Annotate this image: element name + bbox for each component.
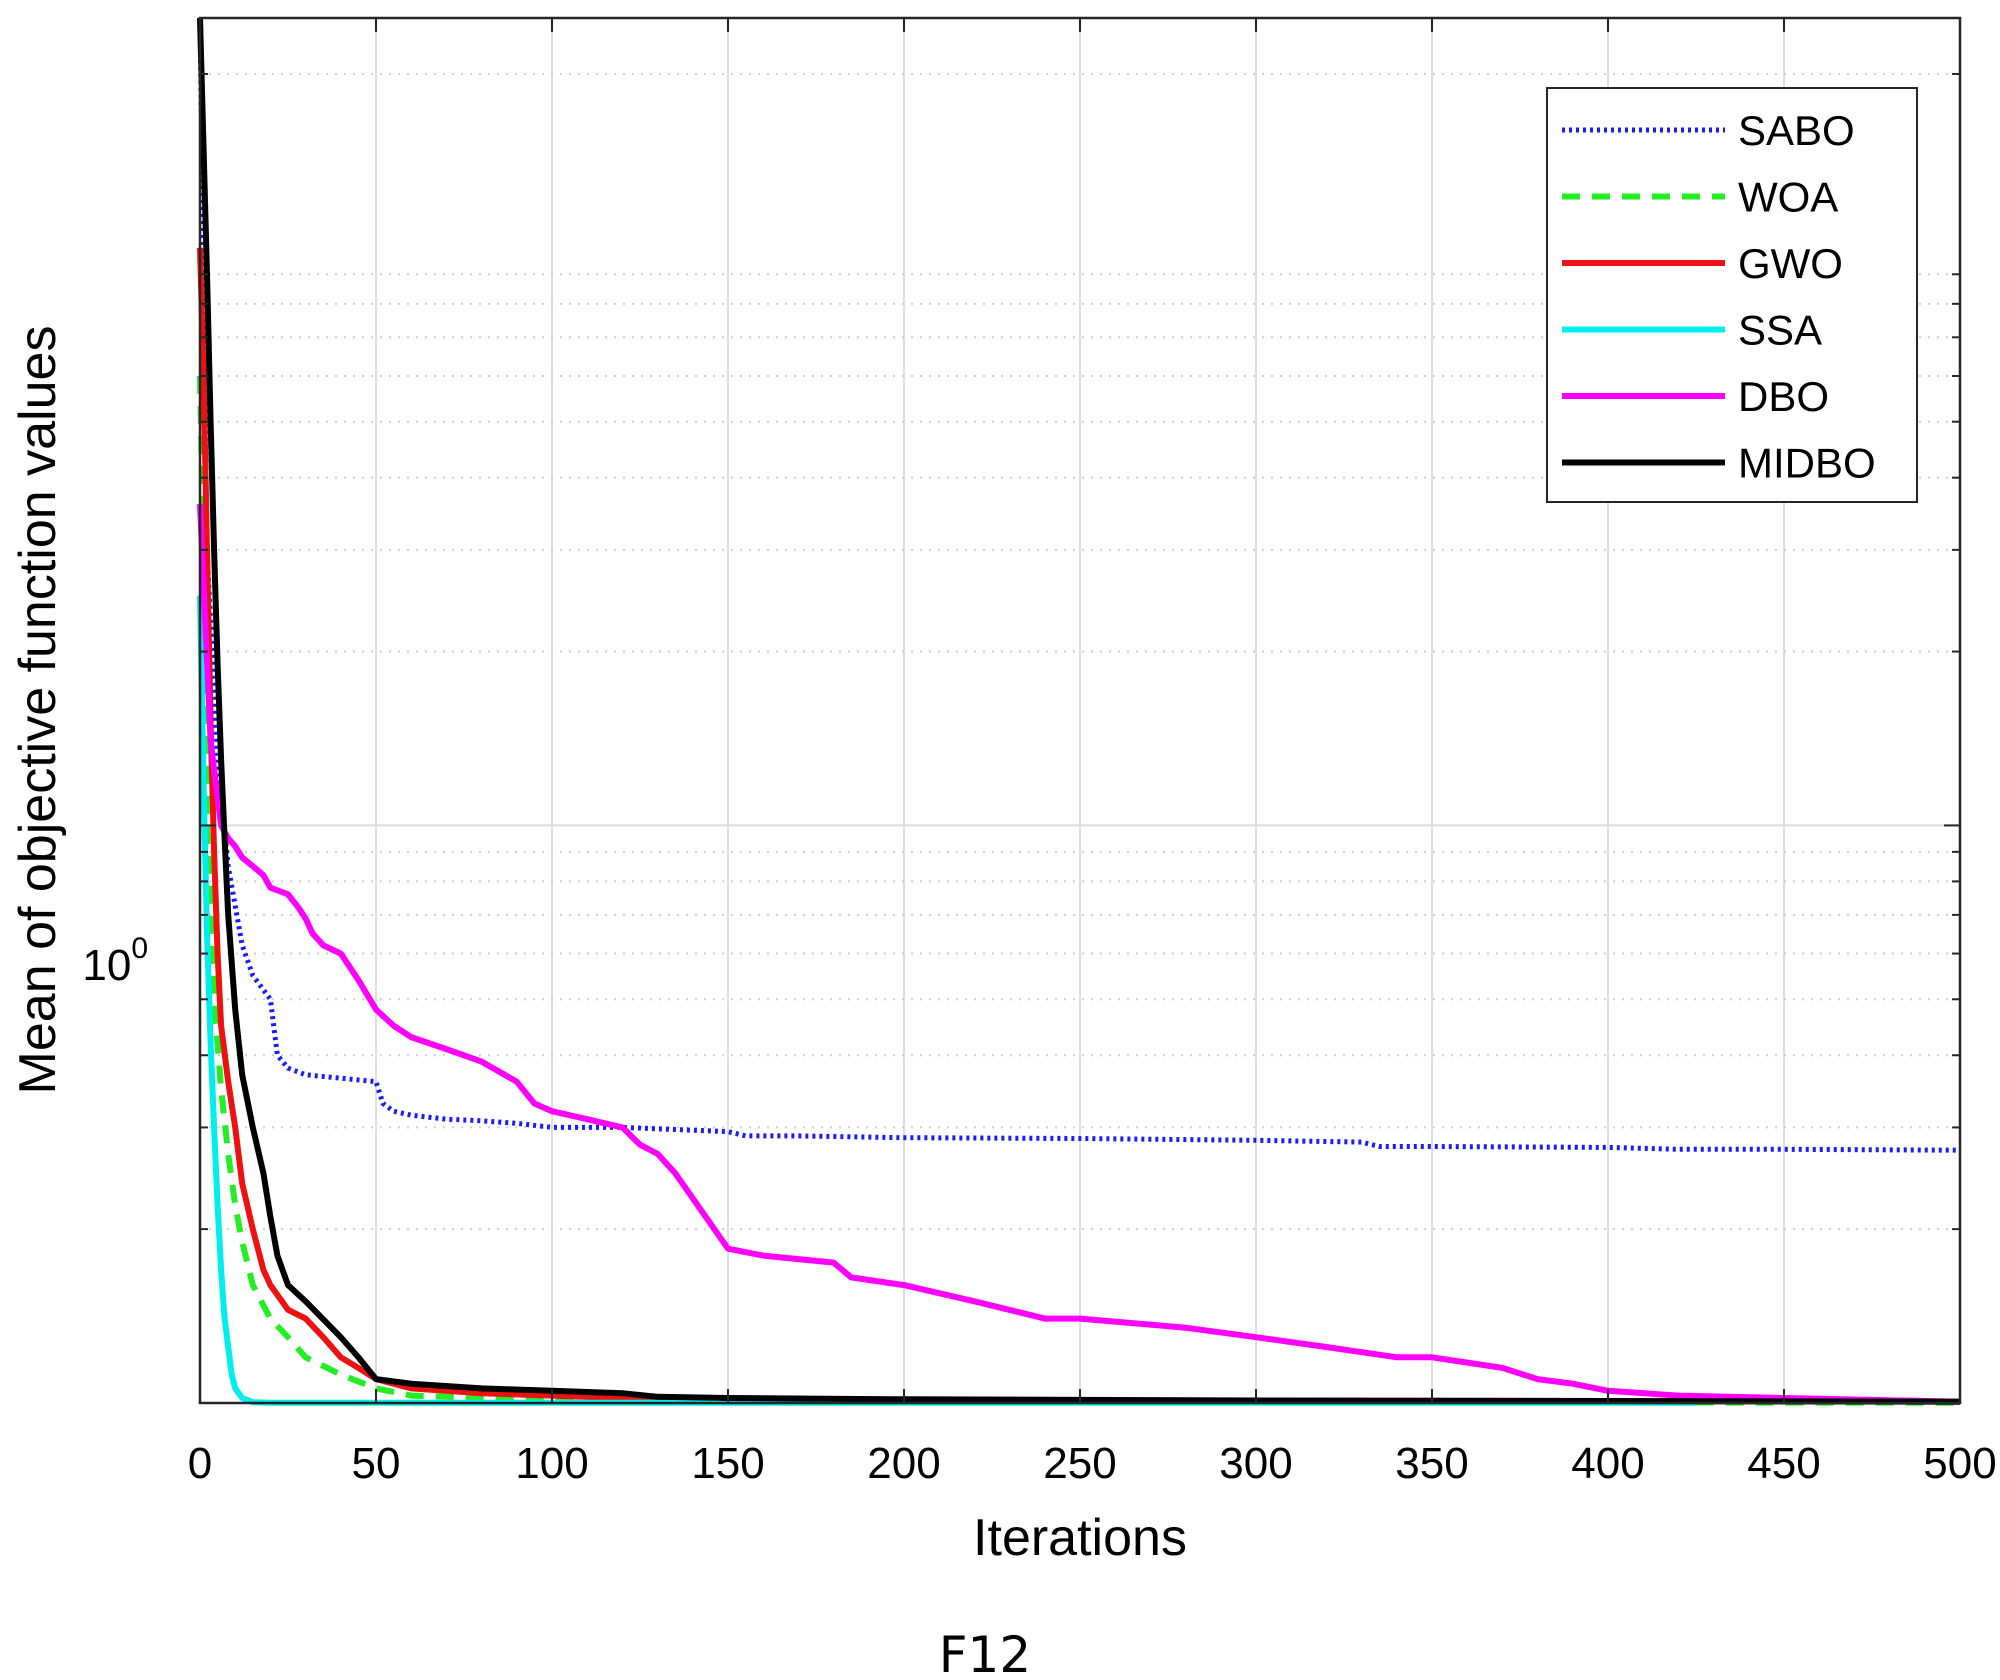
x-tick-label: 450 <box>1747 1439 1820 1488</box>
series-line-dbo <box>197 503 1961 1405</box>
legend-box <box>1546 87 1918 503</box>
y-tick-base: 10 <box>82 941 131 990</box>
x-tick-label: 50 <box>352 1439 401 1488</box>
x-tick-label: 500 <box>1923 1439 1996 1488</box>
y-axis-title: Mean of objective function values <box>9 326 67 1095</box>
x-tick-label: 150 <box>691 1439 764 1488</box>
series-line-sabo <box>197 17 1961 1153</box>
y-tick-label-1e0: 100 <box>82 932 148 990</box>
legend-label-woa: WOA <box>1738 174 1838 221</box>
figure-caption: F12 <box>939 1626 1031 1680</box>
y-tick-exponent: 0 <box>131 932 148 965</box>
series-line-midbo <box>197 17 1961 1405</box>
x-axis-title: Iterations <box>973 1509 1187 1567</box>
x-tick-label: 0 <box>188 1439 212 1488</box>
legend-label-midbo: MIDBO <box>1738 440 1876 487</box>
legend-label-ssa: SSA <box>1738 307 1822 354</box>
x-tick-label: 400 <box>1571 1439 1644 1488</box>
legend: SABO WOA GWO SSA DBO MIDBO <box>1546 87 1918 503</box>
x-tick-label: 250 <box>1043 1439 1116 1488</box>
legend-label-dbo: DBO <box>1738 373 1829 420</box>
legend-label-sabo: SABO <box>1738 107 1855 154</box>
x-tick-label: 300 <box>1219 1439 1292 1488</box>
x-tick-label: 100 <box>515 1439 588 1488</box>
legend-label-gwo: GWO <box>1738 240 1843 287</box>
axes: 0 50 100 150 200 250 300 350 400 450 500 <box>188 18 1997 1488</box>
x-tick-label: 350 <box>1395 1439 1468 1488</box>
series-line-gwo <box>197 247 1961 1405</box>
x-tick-label: 200 <box>867 1439 940 1488</box>
